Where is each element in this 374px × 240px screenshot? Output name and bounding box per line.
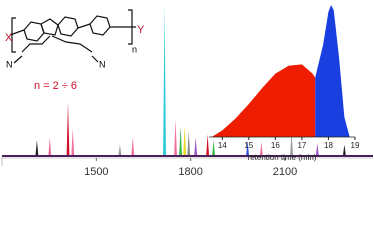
- x-tick-label: 16: [271, 141, 280, 150]
- chain: [21, 35, 51, 53]
- peak: [118, 144, 122, 155]
- x-tick-label: 18: [324, 141, 333, 150]
- peak: [35, 140, 39, 155]
- peak: [206, 134, 210, 155]
- peak: [163, 5, 166, 155]
- area: [211, 64, 316, 137]
- peak: [71, 128, 75, 155]
- peak: [66, 102, 70, 155]
- atom-label: N: [6, 59, 13, 69]
- range-label: n = 2 ÷ 6: [34, 80, 77, 92]
- peak: [212, 140, 215, 155]
- chain: [51, 35, 93, 53]
- peak: [290, 131, 293, 155]
- bond: [9, 29, 25, 36]
- bond: [77, 23, 91, 29]
- peak: [183, 125, 187, 155]
- ring: [40, 18, 59, 36]
- x-axis-label: retention time (min): [248, 153, 317, 162]
- end-group: X: [5, 32, 13, 44]
- peak: [246, 140, 249, 155]
- end-group: Y: [137, 24, 145, 36]
- repeat-label: n: [132, 44, 137, 54]
- x-tick-label: 19: [351, 141, 360, 150]
- peak: [131, 137, 135, 155]
- peak: [342, 144, 346, 155]
- peak: [174, 119, 177, 155]
- x-tick-label: 17: [297, 141, 306, 150]
- peak: [179, 127, 182, 155]
- peak: [315, 143, 319, 155]
- ring: [89, 15, 111, 36]
- area: [315, 5, 350, 137]
- peak: [187, 131, 191, 155]
- x-tick-label: 1800: [178, 166, 202, 178]
- peak: [48, 137, 52, 155]
- peak: [259, 141, 263, 155]
- ring: [57, 16, 79, 37]
- x-tick-label: 2100: [273, 166, 297, 178]
- x-tick-label: 14: [218, 141, 227, 150]
- chemical-structure: X Y N N n n = 2 ÷ 6: [5, 9, 145, 92]
- figure: X Y N N n n = 2 ÷ 6 1500 1800 2100 14 15 16 17…: [1, 5, 373, 178]
- x-tick-label: 1500: [84, 166, 108, 178]
- nitrile: [13, 55, 99, 64]
- x-tick-label: 15: [244, 141, 253, 150]
- peak: [194, 137, 198, 155]
- atom-label: N: [99, 59, 106, 69]
- bracket: [11, 17, 16, 53]
